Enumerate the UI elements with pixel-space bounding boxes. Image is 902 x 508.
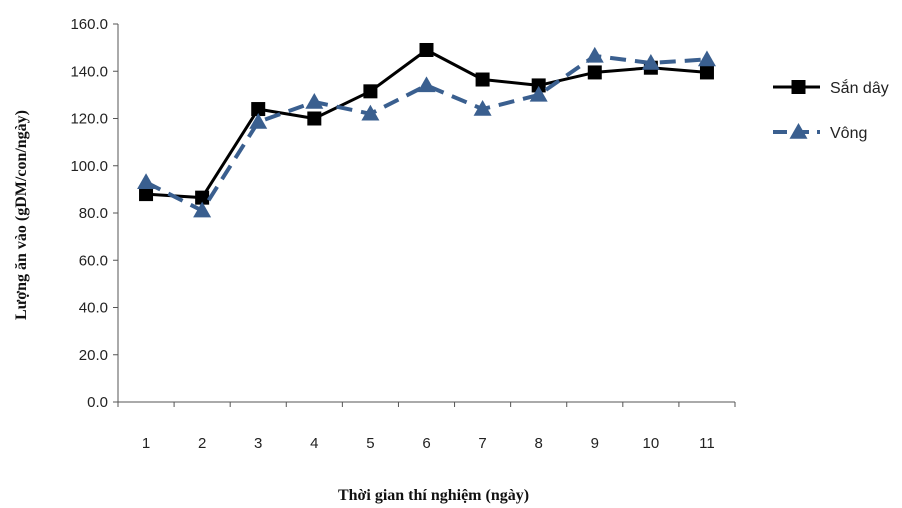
series-line — [145, 53, 708, 213]
y-tick-label: 80.0 — [79, 205, 108, 222]
legend-label: Sắn dây — [830, 78, 889, 97]
series-square — [139, 42, 714, 205]
data-point — [699, 65, 714, 80]
data-point — [531, 78, 546, 93]
x-tick-label: 4 — [310, 435, 318, 452]
data-point — [473, 100, 492, 116]
y-tick-label: 60.0 — [79, 252, 108, 269]
y-tick-label: 100.0 — [70, 158, 108, 175]
data-point — [307, 111, 322, 126]
legend-marker — [789, 123, 808, 139]
legend-label: Vông — [830, 125, 867, 142]
data-point — [195, 190, 210, 205]
x-tick-label: 2 — [198, 435, 206, 452]
x-tick-label: 6 — [422, 435, 430, 452]
legend: Sắn dây Vông — [773, 78, 889, 142]
series-line — [145, 48, 708, 200]
data-point — [363, 84, 378, 99]
legend-entry: Vông — [773, 123, 867, 142]
x-tick-label: 1 — [142, 435, 150, 452]
y-tick-label: 140.0 — [70, 63, 108, 80]
legend-marker — [791, 80, 806, 94]
data-point — [361, 104, 380, 121]
x-tick-label: 3 — [254, 435, 262, 452]
data-point — [137, 173, 156, 190]
x-tick-label: 8 — [535, 435, 543, 452]
y-tick-label: 20.0 — [79, 347, 108, 364]
data-point — [251, 102, 266, 117]
data-point — [249, 113, 268, 129]
y-tick-label: 40.0 — [79, 300, 108, 317]
y-axis-ticks: 0.0 20.0 40.0 60.0 80.0 100.0 120.0 140.0 160.0 — [70, 16, 118, 411]
data-point — [697, 50, 716, 67]
x-axis-title: Thời gian thí nghiệm (ngày) — [338, 487, 529, 504]
data-point — [585, 46, 604, 63]
data-point — [139, 187, 154, 202]
x-tick-label: 9 — [591, 435, 599, 452]
y-axis-title: Lượng ăn vào (gDM/con/ngày) — [13, 110, 30, 320]
x-tick-label: 10 — [643, 435, 660, 452]
x-tick-label: 7 — [478, 435, 486, 452]
data-point — [417, 76, 436, 93]
data-point — [641, 53, 660, 70]
y-tick-label: 120.0 — [70, 111, 108, 128]
data-point — [419, 42, 434, 57]
y-tick-label: 160.0 — [70, 16, 108, 33]
data-point — [305, 92, 324, 109]
legend-entry: Sắn dây — [773, 78, 889, 97]
x-tick-label: 11 — [699, 435, 715, 452]
data-point — [529, 85, 548, 102]
x-axis-ticks: 1 2 3 4 5 6 7 8 9 10 11 — [117, 402, 736, 452]
x-tick-label: 5 — [366, 435, 374, 452]
y-tick-label: 0.0 — [87, 394, 108, 411]
data-point — [193, 201, 212, 218]
series-layer — [137, 42, 716, 218]
data-point — [475, 72, 490, 87]
series-triangle — [137, 46, 716, 218]
data-point — [587, 65, 602, 80]
